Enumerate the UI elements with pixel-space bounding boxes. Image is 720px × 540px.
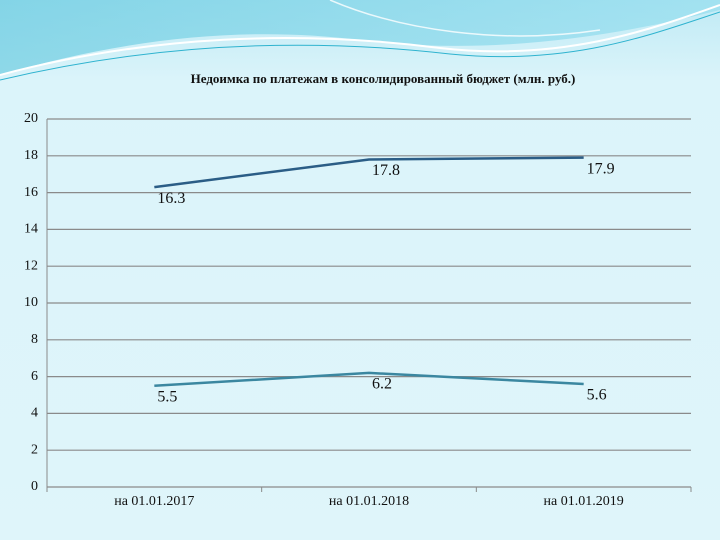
line <box>154 371 584 388</box>
y-tick-label: 10 <box>24 295 38 310</box>
data-label: 6.2 <box>372 376 392 393</box>
wave-line <box>0 11 720 81</box>
y-tick-label: 16 <box>24 185 38 200</box>
wave-line <box>0 4 720 76</box>
y-tick-label: 4 <box>31 406 38 421</box>
y-tick-label: 8 <box>31 332 38 347</box>
y-tick-label: 6 <box>31 369 38 384</box>
data-label: 5.6 <box>587 387 607 404</box>
y-tick-label: 0 <box>31 479 38 494</box>
data-label: 17.8 <box>372 162 400 179</box>
y-tick-label: 18 <box>24 148 38 163</box>
data-label: 5.5 <box>157 388 177 405</box>
x-tick-label: на 01.01.2019 <box>544 494 624 509</box>
x-tick-label: на 01.01.2018 <box>329 494 409 509</box>
wave <box>0 0 720 75</box>
wave-line <box>329 0 601 37</box>
chart-title: Недоимка по платежам в консолидированный… <box>191 71 576 86</box>
y-tick-label: 12 <box>24 258 38 273</box>
y-tick-label: 20 <box>24 111 38 126</box>
data-label: 17.9 <box>587 160 615 177</box>
y-tick-label: 2 <box>31 442 38 457</box>
line <box>154 156 584 189</box>
x-tick-label: на 01.01.2017 <box>114 494 194 509</box>
y-tick-label: 14 <box>24 222 38 237</box>
data-label: 16.3 <box>157 190 185 207</box>
